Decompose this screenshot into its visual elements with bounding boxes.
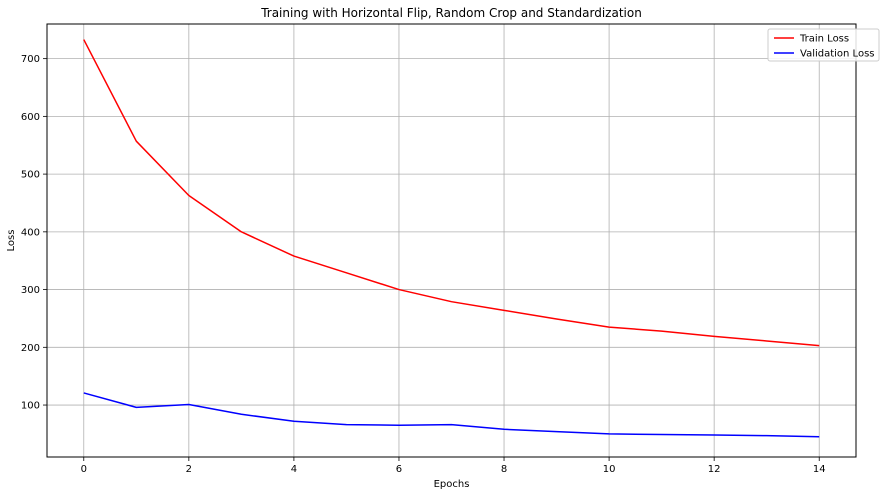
y-axis-ticks: 100 200 300 400 500 600 700 — [21, 54, 47, 412]
series-lines — [83, 39, 820, 438]
x-tick-label: 12 — [708, 464, 721, 475]
series-line-validation-loss — [83, 392, 820, 438]
x-axis-ticks: 0 2 4 6 8 10 12 14 — [81, 457, 826, 475]
y-tick-label: 600 — [21, 112, 40, 123]
legend-label: Validation Loss — [800, 49, 875, 60]
legend-box — [767, 28, 880, 62]
plot-frame — [46, 23, 857, 458]
y-tick-label: 200 — [21, 343, 40, 354]
y-tick-label: 400 — [21, 227, 40, 238]
x-tick-label: 10 — [603, 464, 616, 475]
x-tick-label: 4 — [291, 464, 297, 475]
legend: Train Loss Validation Loss — [767, 28, 880, 62]
y-tick-label: 500 — [21, 170, 40, 181]
y-tick-label: 100 — [21, 401, 40, 412]
x-axis-label: Epochs — [434, 479, 470, 490]
y-axis-label: Loss — [6, 230, 17, 252]
series-line-train-loss — [83, 39, 820, 347]
y-tick-label: 700 — [21, 54, 40, 65]
x-tick-label: 0 — [81, 464, 87, 475]
y-tick-label: 300 — [21, 285, 40, 296]
grid — [47, 24, 856, 457]
x-tick-label: 6 — [396, 464, 402, 475]
chart-title: Training with Horizontal Flip, Random Cr… — [260, 6, 642, 20]
legend-label: Train Loss — [799, 34, 849, 45]
x-tick-label: 8 — [501, 464, 507, 475]
x-tick-label: 14 — [813, 464, 826, 475]
x-tick-label: 2 — [186, 464, 192, 475]
